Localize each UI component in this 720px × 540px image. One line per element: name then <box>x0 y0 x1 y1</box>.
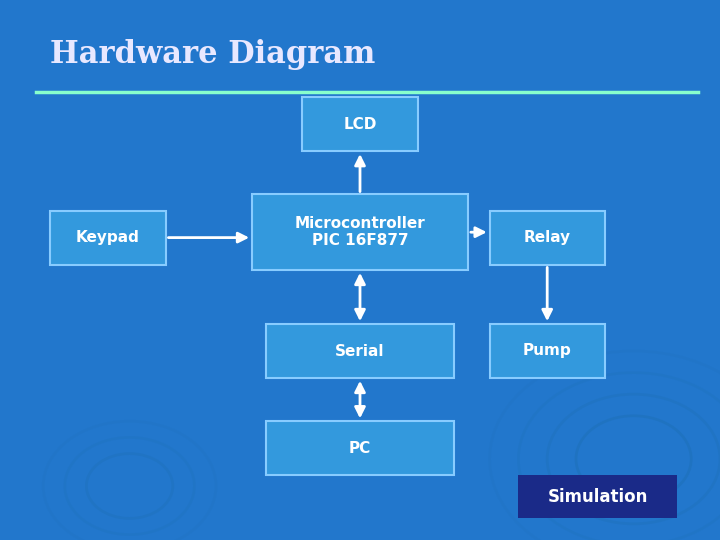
Text: PC: PC <box>349 441 371 456</box>
FancyBboxPatch shape <box>302 97 418 151</box>
FancyBboxPatch shape <box>252 194 468 270</box>
Text: LCD: LCD <box>343 117 377 132</box>
Text: Microcontroller
PIC 16F877: Microcontroller PIC 16F877 <box>294 216 426 248</box>
FancyBboxPatch shape <box>50 211 166 265</box>
FancyBboxPatch shape <box>518 475 677 518</box>
Text: Pump: Pump <box>523 343 572 359</box>
FancyBboxPatch shape <box>490 324 605 378</box>
Text: Serial: Serial <box>336 343 384 359</box>
FancyBboxPatch shape <box>266 324 454 378</box>
Text: Keypad: Keypad <box>76 230 140 245</box>
FancyBboxPatch shape <box>490 211 605 265</box>
FancyBboxPatch shape <box>266 421 454 475</box>
Text: Simulation: Simulation <box>547 488 648 506</box>
Text: Hardware Diagram: Hardware Diagram <box>50 38 376 70</box>
Text: Relay: Relay <box>523 230 571 245</box>
